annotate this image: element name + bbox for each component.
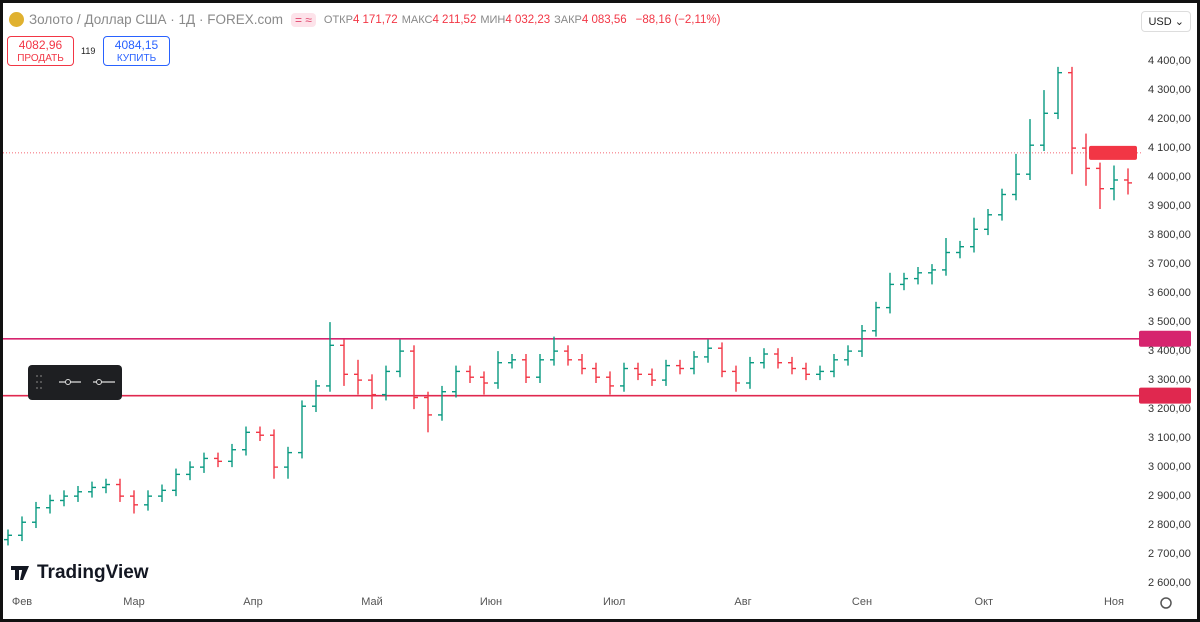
tool-dot bbox=[65, 379, 71, 385]
x-tick-label: Окт bbox=[975, 596, 994, 608]
y-tick-label: 4 300,00 bbox=[1148, 84, 1191, 96]
x-tick-label: Ноя bbox=[1104, 596, 1124, 608]
settings-icon[interactable] bbox=[1160, 597, 1172, 609]
ohlc-label: МАКС bbox=[401, 13, 433, 26]
tool-dot bbox=[96, 379, 102, 385]
y-tick-label: 3 100,00 bbox=[1148, 432, 1191, 444]
y-tick-label: 4 000,00 bbox=[1148, 171, 1191, 183]
ohlc: ОТКР 4 171,72 МАКС 4 211,52 МИН 4 032,23 ЗАКР 4… bbox=[324, 14, 631, 26]
y-tick-label: 2 900,00 bbox=[1148, 490, 1191, 502]
y-tick-label: 2 600,00 bbox=[1148, 577, 1191, 589]
x-tick-label: Июл bbox=[603, 596, 625, 608]
ohlc-label: ЗАКР bbox=[554, 13, 582, 26]
y-tick-label: 3 000,00 bbox=[1148, 461, 1191, 473]
x-tick-label: Авг bbox=[734, 596, 751, 608]
y-tick-label: 3 900,00 bbox=[1148, 200, 1191, 212]
ohlc-label: МИН bbox=[480, 13, 506, 26]
y-tick-label: 4 200,00 bbox=[1148, 113, 1191, 125]
currency-label: USD bbox=[1148, 16, 1172, 28]
x-tick-label: Апр bbox=[243, 596, 262, 608]
x-tick-label: Сен bbox=[852, 596, 872, 608]
x-tick-label: Мар bbox=[123, 596, 145, 608]
buy-price: 4084,15 bbox=[114, 38, 159, 52]
y-tick-label: 3 700,00 bbox=[1148, 258, 1191, 270]
y-tick-label: 3 500,00 bbox=[1148, 316, 1191, 328]
y-tick-label: 3 600,00 bbox=[1148, 287, 1191, 299]
header: Золото / Доллар США · 1Д · FOREX.com = ≈… bbox=[9, 12, 724, 27]
ohlc-value: 4 171,72 bbox=[352, 13, 398, 26]
x-tick-label: Фев bbox=[12, 596, 32, 608]
y-tick-label: 3 400,00 bbox=[1148, 345, 1191, 357]
grip bbox=[36, 375, 42, 389]
symbol-icon bbox=[9, 12, 24, 27]
x-tick-label: Май bbox=[361, 596, 383, 608]
level-tag bbox=[1139, 387, 1191, 404]
buy-label: КУПИТЬ bbox=[116, 53, 157, 64]
y-tick-label: 3 800,00 bbox=[1148, 229, 1191, 241]
level-tag bbox=[1139, 330, 1191, 347]
chart: 3 246,433 442,53XAUUSDНояОктСенАвгИюлИюн… bbox=[3, 55, 1191, 609]
sell-label: ПРОДАТЬ bbox=[17, 53, 64, 64]
spread: 119 bbox=[81, 46, 96, 56]
ohlc-value: 4 032,23 bbox=[505, 13, 551, 26]
change: −88,16 (−2,11%) bbox=[635, 13, 721, 26]
y-tick-label: 4 100,00 bbox=[1148, 142, 1191, 154]
y-tick-label: 4 400,00 bbox=[1148, 55, 1191, 67]
frame: 3 246,433 442,53XAUUSDНояОктСенАвгИюлИюн… bbox=[3, 3, 1197, 619]
y-tick-label: 3 300,00 bbox=[1148, 374, 1191, 386]
y-tick-label: 2 800,00 bbox=[1148, 519, 1191, 531]
logo-mark bbox=[11, 566, 29, 580]
ohlc-value: 4 211,52 bbox=[432, 13, 477, 26]
logo: TradingView bbox=[37, 562, 149, 583]
buy-button[interactable]: 4084,15 КУПИТЬ bbox=[103, 36, 170, 66]
y-tick-label: 3 200,00 bbox=[1148, 403, 1191, 415]
symbol: Золото / Доллар США · 1Д · FOREX.com bbox=[29, 12, 283, 27]
flag[interactable]: = ≈ bbox=[290, 12, 316, 27]
sell-button[interactable]: 4082,96 ПРОДАТЬ bbox=[7, 36, 74, 66]
x-tick-label: Июн bbox=[480, 596, 502, 608]
currency[interactable]: USD ⌄ bbox=[1141, 11, 1191, 32]
y-tick-label: 2 700,00 bbox=[1148, 548, 1191, 560]
ohlc-value: 4 083,56 bbox=[581, 13, 627, 26]
sell-price: 4082,96 bbox=[18, 38, 63, 52]
ohlc-label: ОТКР bbox=[323, 13, 353, 26]
